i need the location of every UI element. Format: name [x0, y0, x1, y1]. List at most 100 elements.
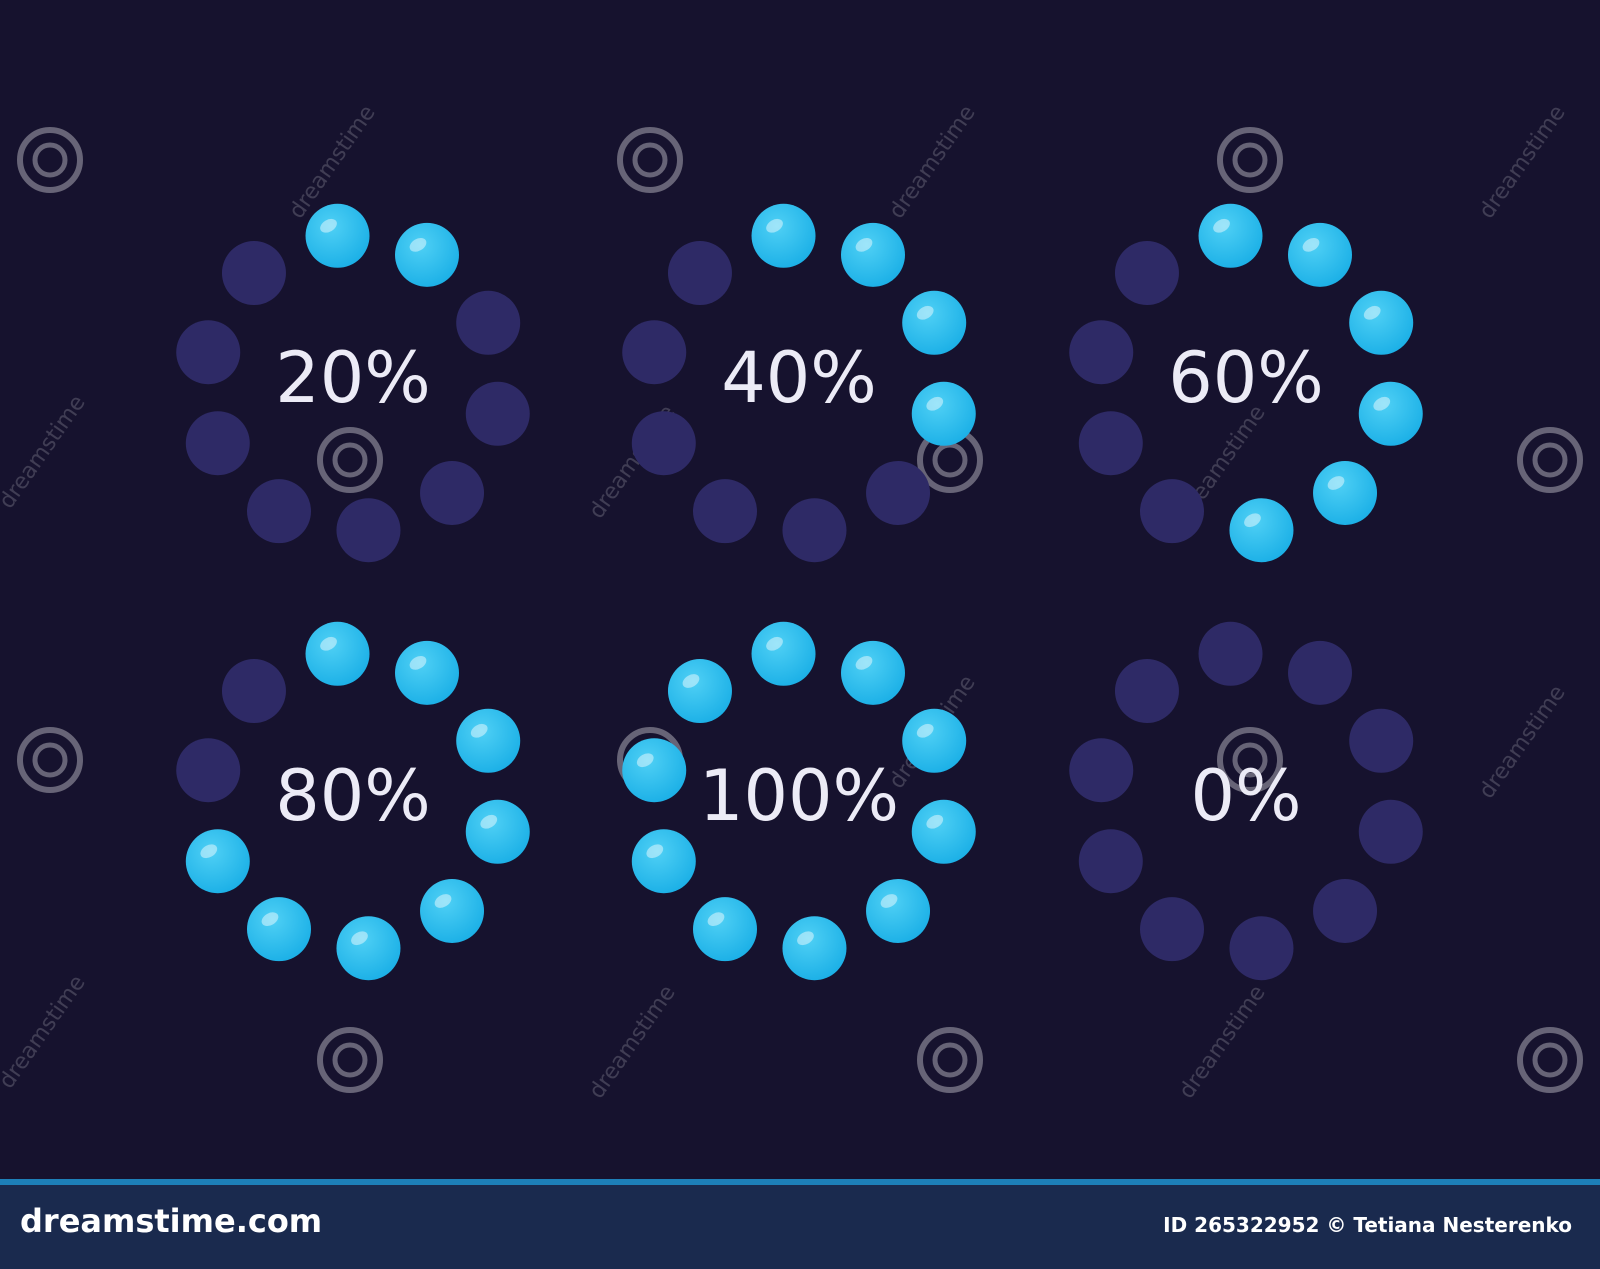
- dot-highlight: [766, 636, 783, 651]
- watermark-icon: [17, 727, 83, 793]
- progress-dot: [465, 799, 530, 864]
- progress-dot: [395, 640, 459, 705]
- progress-dot: [667, 659, 732, 724]
- progress-dot: [1198, 203, 1263, 268]
- watermark-icon: [317, 1027, 383, 1093]
- dot-highlight: [855, 237, 873, 252]
- track-dot: [1288, 640, 1352, 705]
- progress-dot: [1229, 498, 1294, 563]
- dot-highlight: [636, 753, 654, 768]
- watermark-icon: [1217, 127, 1283, 193]
- dot-highlight: [320, 636, 337, 651]
- dot-highlight: [1244, 513, 1261, 528]
- watermark-icon: [32, 742, 68, 778]
- track-dot: [1229, 916, 1294, 981]
- track-dot: [1069, 738, 1134, 803]
- loading-indicator: 40%: [622, 203, 976, 563]
- track-dot: [622, 320, 687, 385]
- dot-highlight: [1327, 476, 1345, 490]
- dot-highlight: [926, 814, 944, 829]
- track-dot: [176, 738, 241, 803]
- percent-label: 20%: [275, 337, 431, 419]
- track-dot: [1349, 708, 1414, 773]
- track-dot: [221, 659, 286, 724]
- progress-dot: [911, 381, 976, 446]
- progress-dot: [1288, 222, 1352, 287]
- loading-indicator: 80%: [176, 621, 530, 981]
- dot-highlight: [926, 396, 944, 411]
- watermark-icon: [632, 142, 668, 178]
- loading-indicator: 0%: [1069, 621, 1423, 981]
- dot-highlight: [766, 218, 783, 233]
- track-dot: [1313, 878, 1378, 943]
- watermark-icon: [1517, 1027, 1583, 1093]
- progress-dot: [420, 878, 485, 943]
- progress-dot: [247, 897, 311, 962]
- progress-dot: [185, 829, 250, 894]
- dot-highlight: [1373, 396, 1391, 411]
- track-dot: [185, 411, 250, 476]
- progress-dot: [751, 203, 816, 268]
- watermark-icon: [617, 127, 683, 193]
- progress-dot: [305, 203, 370, 268]
- watermark-icon: [932, 1042, 968, 1078]
- dot-highlight: [880, 894, 898, 908]
- watermark-icon: [17, 127, 83, 193]
- progress-dot: [902, 708, 967, 773]
- progress-dot: [911, 799, 976, 864]
- loading-indicator: 100%: [622, 621, 976, 981]
- dot-highlight: [1302, 237, 1320, 252]
- watermark-icon: [1517, 427, 1583, 493]
- footer-site: dreamstime.com: [20, 1202, 322, 1240]
- track-dot: [1140, 479, 1204, 544]
- percent-label: 40%: [721, 337, 877, 419]
- loading-indicator: 60%: [1069, 203, 1423, 563]
- progress-dot: [622, 738, 687, 803]
- progress-dot: [1349, 290, 1414, 355]
- dot-highlight: [351, 931, 368, 946]
- footer-stripe: [0, 1179, 1600, 1185]
- track-dot: [176, 320, 241, 385]
- percent-label: 0%: [1190, 755, 1301, 837]
- watermark-icon: [1532, 1042, 1568, 1078]
- progress-dot: [841, 222, 905, 287]
- track-dot: [420, 460, 485, 525]
- dot-highlight: [707, 912, 725, 927]
- track-dot: [1358, 799, 1423, 864]
- track-dot: [866, 460, 931, 525]
- dot-highlight: [320, 218, 337, 233]
- dot-highlight: [409, 655, 427, 670]
- watermark-icon: [32, 142, 68, 178]
- dot-highlight: [409, 237, 427, 252]
- progress-dot: [693, 897, 757, 962]
- watermark-icon: [917, 1027, 983, 1093]
- percent-label: 60%: [1168, 337, 1324, 419]
- dot-highlight: [480, 814, 498, 829]
- progress-dot: [395, 222, 459, 287]
- dot-highlight: [682, 674, 700, 688]
- percent-label: 80%: [275, 755, 431, 837]
- dot-highlight: [261, 912, 279, 927]
- track-dot: [782, 498, 847, 563]
- percent-label: 100%: [699, 755, 899, 837]
- progress-dot: [782, 916, 847, 981]
- footer-credit: ID 265322952 © Tetiana Nesterenko: [1163, 1213, 1572, 1237]
- progress-dot: [866, 878, 931, 943]
- progress-dot: [305, 621, 370, 686]
- progress-dot: [631, 829, 696, 894]
- progress-dot: [902, 290, 967, 355]
- dot-highlight: [1363, 305, 1381, 320]
- watermark-icon: [332, 1042, 368, 1078]
- footer: [0, 1179, 1600, 1269]
- track-dot: [336, 498, 401, 563]
- track-dot: [221, 241, 286, 306]
- track-dot: [1078, 829, 1143, 894]
- dot-highlight: [916, 305, 934, 320]
- loading-indicator: 20%: [176, 203, 530, 563]
- watermark-icon: [1232, 142, 1268, 178]
- indicators: 20% 40% 60% 80% 100% 0%: [176, 203, 1423, 981]
- track-dot: [1114, 659, 1179, 724]
- track-dot: [1114, 241, 1179, 306]
- dot-highlight: [797, 931, 814, 946]
